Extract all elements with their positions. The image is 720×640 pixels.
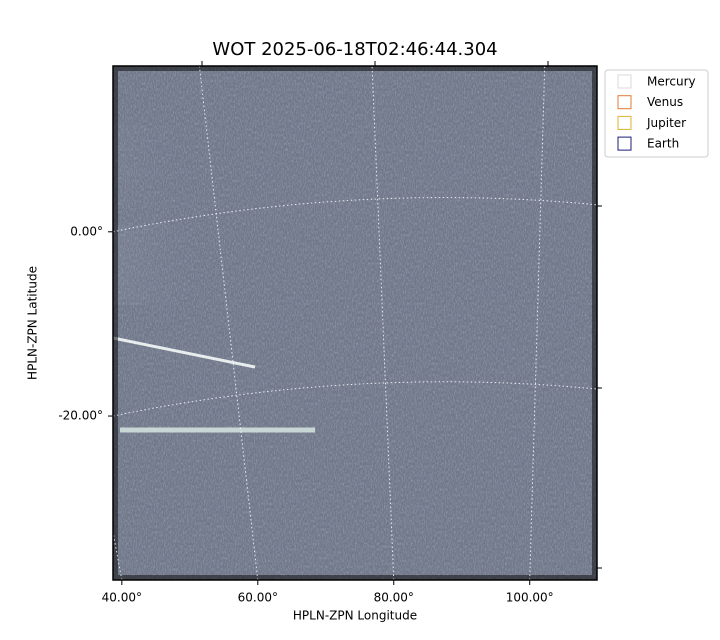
grid-line (113, 197, 597, 233)
legend-label: Venus (647, 95, 683, 109)
chart-title: WOT 2025-06-18T02:46:44.304 (212, 39, 497, 60)
legend-label: Earth (647, 137, 679, 151)
grid-line (371, 66, 395, 580)
legend-swatch (617, 74, 632, 89)
grid-line (113, 529, 123, 580)
x-tick-label: 40.00° (102, 591, 142, 605)
image (113, 66, 597, 580)
legend-label: Mercury (647, 75, 696, 89)
x-tick-label: 60.00° (238, 591, 278, 605)
y-axis-label: HPLN-ZPN Latitude (26, 266, 40, 380)
legend: Mercury Venus Jupiter Earth (604, 69, 709, 158)
legend-swatch (617, 115, 632, 130)
legend-label: Jupiter (646, 116, 686, 130)
grid-line (529, 66, 546, 580)
plot-frame (112, 65, 598, 581)
y-tick-label: 0.00° (70, 224, 103, 238)
legend-swatch (617, 136, 632, 151)
x-axis-label: HPLN-ZPN Longitude (293, 609, 417, 623)
grid-line (113, 381, 597, 417)
x-tick-label: 80.00° (374, 591, 414, 605)
x-tick-label: 100.00° (506, 591, 554, 605)
y-tick-label: -20.00° (58, 409, 103, 423)
legend-swatch (617, 95, 632, 110)
